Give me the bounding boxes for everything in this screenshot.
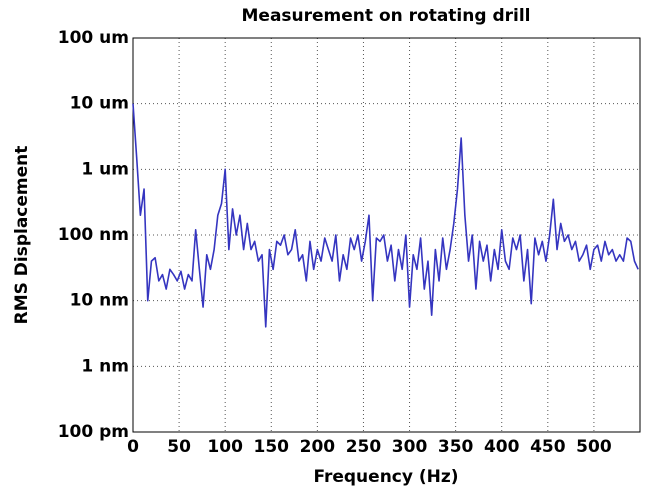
x-tick-label: 500 (576, 437, 612, 457)
x-tick-label: 50 (167, 437, 191, 457)
y-tick-label: 1 um (81, 159, 129, 179)
y-tick-label: 100 nm (58, 225, 129, 245)
x-axis-label: Frequency (Hz) (313, 467, 458, 487)
x-tick-label: 450 (530, 437, 566, 457)
x-tick-label: 400 (484, 437, 520, 457)
y-tick-label: 100 pm (58, 422, 129, 442)
y-axis-label: RMS Displacement (12, 146, 32, 325)
chart-title: Measurement on rotating drill (242, 6, 531, 26)
y-tick-label: 10 nm (70, 291, 129, 311)
data-line (132, 103, 639, 328)
plot-frame (132, 37, 641, 433)
x-tick-label: 100 (207, 437, 243, 457)
x-tick-label: 150 (254, 437, 290, 457)
x-tick-label: 350 (438, 437, 474, 457)
y-tick-label: 10 um (70, 94, 129, 114)
y-tick-label: 1 nm (81, 356, 129, 376)
x-tick-label: 200 (300, 437, 336, 457)
x-tick-label: 250 (346, 437, 382, 457)
x-tick-label: 0 (127, 437, 139, 457)
y-tick-label: 100 um (58, 28, 129, 48)
x-tick-label: 300 (392, 437, 428, 457)
